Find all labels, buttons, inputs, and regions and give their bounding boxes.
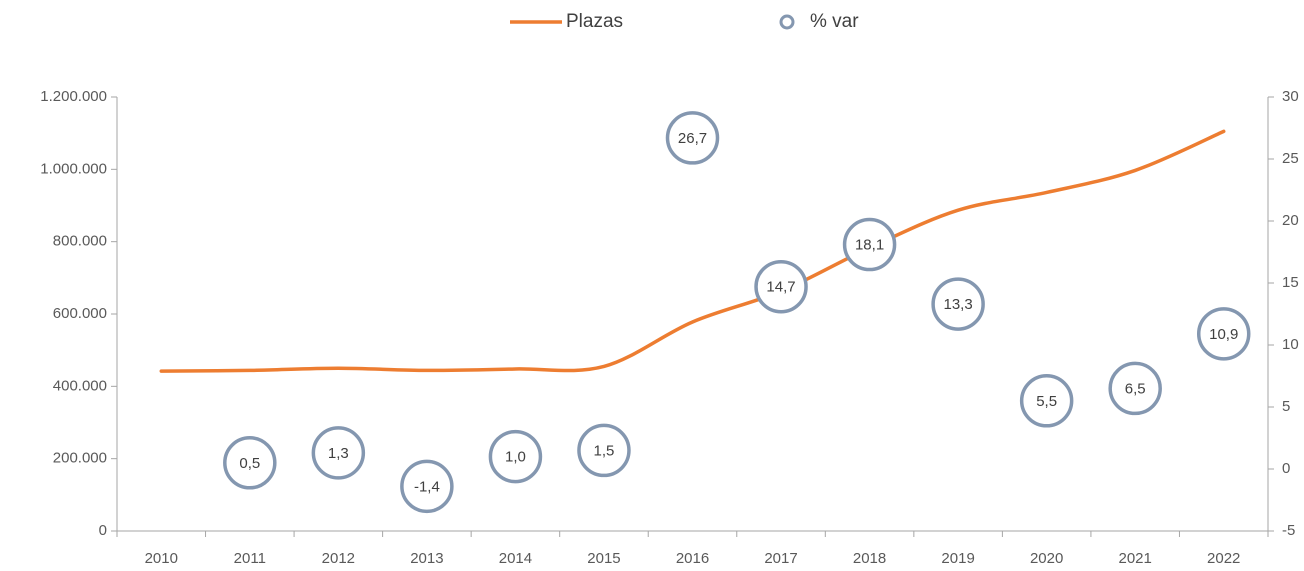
bubble — [577, 423, 631, 478]
x-tick-label: 2018 — [853, 550, 886, 567]
y2-tick-label: -5 — [1282, 522, 1295, 539]
bubble — [223, 436, 277, 490]
x-tick-label: 2011 — [234, 550, 266, 567]
bubble — [665, 111, 720, 165]
legend-marker — [779, 14, 795, 30]
bubble — [488, 429, 543, 484]
bubble — [1108, 361, 1162, 416]
y-tick-label: 800.000 — [53, 233, 107, 250]
bubble-label: 1,5 — [594, 442, 615, 459]
bubble-label: 6,5 — [1125, 380, 1146, 397]
bubble-label: 13,3 — [944, 296, 973, 313]
y-tick-label: 1.200.000 — [40, 88, 107, 105]
legend-label: % var — [810, 11, 859, 32]
bubble-label: 0,5 — [239, 455, 260, 472]
bubble-label: 1,0 — [505, 449, 526, 466]
bubble — [311, 426, 366, 480]
y-tick-label: 400.000 — [53, 377, 107, 394]
y-tick-label: 0 — [99, 522, 107, 539]
y2-tick-label: 0 — [1282, 460, 1290, 477]
bubble — [400, 459, 454, 514]
bubble — [754, 259, 808, 314]
bubble-label: 26,7 — [678, 130, 707, 147]
y2-tick-label: 30 — [1282, 88, 1299, 105]
y2-tick-label: 10 — [1282, 336, 1299, 353]
bubble — [1019, 374, 1074, 428]
bubble-label: 5,5 — [1036, 393, 1057, 410]
x-tick-label: 2013 — [410, 550, 443, 567]
x-tick-label: 2016 — [676, 550, 709, 567]
bubble-label: 10,9 — [1209, 326, 1238, 343]
bubble — [1196, 307, 1251, 361]
x-tick-label: 2015 — [587, 550, 620, 567]
x-tick-label: 2012 — [322, 550, 355, 567]
bubble-label: 1,3 — [328, 445, 349, 462]
y-tick-label: 600.000 — [53, 305, 107, 322]
bubble-label: -1,4 — [414, 478, 440, 495]
x-tick-label: 2020 — [1030, 550, 1063, 567]
bubble-label: 14,7 — [766, 279, 795, 296]
bubble — [931, 277, 985, 331]
y2-tick-label: 5 — [1282, 398, 1290, 415]
y2-tick-label: 25 — [1282, 150, 1299, 167]
x-tick-label: 2017 — [764, 550, 797, 567]
plazas-line — [159, 129, 1226, 373]
y2-tick-label: 20 — [1282, 212, 1299, 229]
x-tick-label: 2019 — [941, 550, 974, 567]
bubble — [842, 217, 897, 272]
legend-label: Plazas — [566, 11, 623, 32]
x-tick-label: 2010 — [145, 550, 178, 567]
x-tick-label: 2014 — [499, 550, 532, 567]
x-tick-label: 2021 — [1119, 550, 1152, 567]
y-tick-label: 200.000 — [53, 450, 107, 467]
y2-tick-label: 15 — [1282, 274, 1299, 291]
bubble-label: 18,1 — [855, 237, 884, 254]
y-tick-label: 1.000.000 — [40, 160, 107, 177]
x-tick-label: 2022 — [1207, 550, 1240, 567]
